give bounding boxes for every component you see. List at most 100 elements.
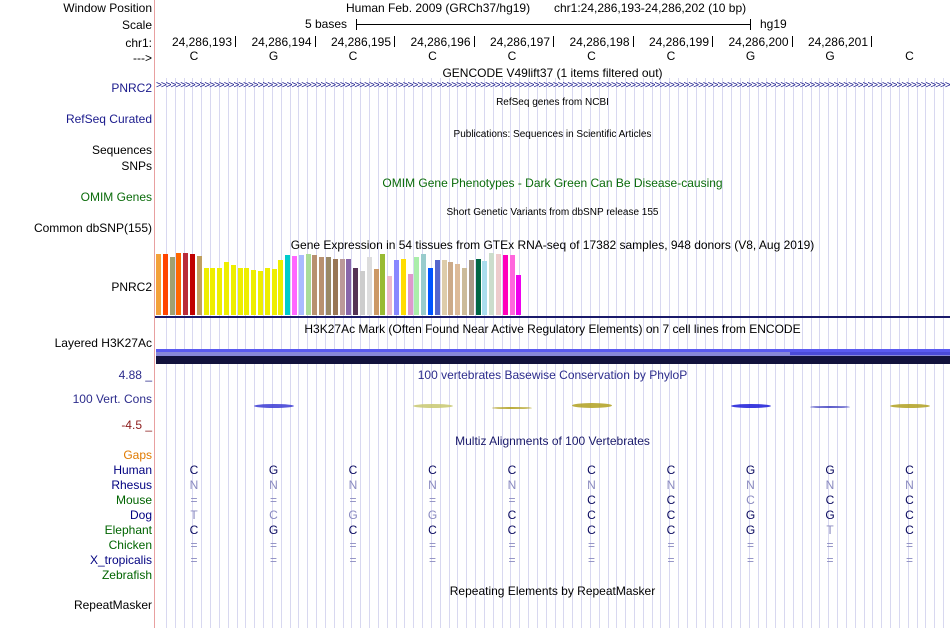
- gtex-gene-label[interactable]: PNRC2: [111, 280, 152, 294]
- gtex-tissue-bar[interactable]: [183, 253, 189, 315]
- gtex-track-title[interactable]: Gene Expression in 54 tissues from GTEx …: [290, 238, 815, 252]
- omim-track-title[interactable]: OMIM Gene Phenotypes - Dark Green Can Be…: [382, 176, 723, 190]
- gtex-tissue-bar[interactable]: [394, 260, 399, 315]
- gtex-tissue-bar[interactable]: [203, 268, 209, 315]
- gtex-tissue-bar[interactable]: [516, 275, 522, 315]
- refseq-track-title[interactable]: RefSeq genes from NCBI: [496, 97, 609, 108]
- gtex-tissue-bar[interactable]: [482, 261, 488, 315]
- gtex-tissue-bar[interactable]: [496, 254, 501, 315]
- species-label[interactable]: X_tropicalis: [89, 553, 152, 567]
- species-label[interactable]: Human: [113, 463, 152, 477]
- multiz-track-title[interactable]: Multiz Alignments of 100 Vertebrates: [455, 434, 650, 448]
- gtex-tissue-bar[interactable]: [448, 262, 454, 315]
- gtex-tissue-bar[interactable]: [407, 274, 413, 315]
- gtex-tissue-bar[interactable]: [210, 268, 216, 315]
- gtex-tissue-bar[interactable]: [217, 268, 223, 315]
- gtex-tissue-bar[interactable]: [278, 260, 284, 315]
- gtex-tissue-bar[interactable]: [312, 255, 318, 315]
- gtex-tissue-bar[interactable]: [400, 259, 406, 315]
- gtex-tissue-bar[interactable]: [346, 259, 352, 315]
- species-base: C: [428, 523, 437, 537]
- gtex-tissue-bar[interactable]: [502, 255, 508, 315]
- h3k27ac-layer-1: [156, 349, 950, 352]
- species-base: N: [587, 478, 596, 492]
- gencode-track-title[interactable]: GENCODE V49lift37 (1 items filtered out): [442, 66, 663, 80]
- publications-track-title[interactable]: Publications: Sequences in Scientific Ar…: [453, 129, 652, 140]
- gtex-tissue-bar[interactable]: [230, 265, 236, 315]
- gtex-tissue-bar[interactable]: [462, 268, 467, 315]
- sequences-label[interactable]: Sequences: [91, 143, 152, 157]
- gtex-tissue-bar[interactable]: [196, 256, 202, 315]
- gtex-tissue-bar[interactable]: [468, 260, 474, 315]
- gtex-tissue-bar[interactable]: [434, 260, 440, 315]
- cons-label[interactable]: 100 Vert. Cons: [72, 392, 152, 406]
- gtex-tissue-bar[interactable]: [339, 259, 345, 315]
- gtex-tissue-bar[interactable]: [441, 260, 447, 315]
- gtex-tissue-bar[interactable]: [271, 269, 277, 315]
- species-base: C: [507, 463, 517, 477]
- gtex-tissue-bar[interactable]: [387, 276, 393, 315]
- gtex-tissue-bar[interactable]: [475, 259, 481, 315]
- gtex-tissue-bar[interactable]: [156, 254, 161, 315]
- h3k27ac-layer-2: [156, 352, 950, 356]
- gtex-tissue-bar[interactable]: [455, 264, 461, 315]
- phylop-base-logo: [253, 404, 294, 408]
- gtex-tissue-bar[interactable]: [292, 256, 297, 315]
- snps-label[interactable]: SNPs: [121, 159, 152, 173]
- gtex-tissue-bar[interactable]: [319, 257, 325, 315]
- gtex-tissue-bar[interactable]: [305, 254, 311, 315]
- scale-bar-left-end: [356, 19, 357, 30]
- species-base: C: [666, 463, 676, 477]
- gtex-tissue-bar[interactable]: [373, 269, 379, 315]
- species-base: =: [746, 538, 754, 552]
- phylop-base-logo: [412, 404, 453, 408]
- h3k27ac-label[interactable]: Layered H3K27Ac: [54, 336, 152, 350]
- gtex-tissue-bar[interactable]: [326, 257, 331, 315]
- reference-base: G: [745, 49, 756, 63]
- species-label[interactable]: Rhesus: [111, 478, 152, 492]
- species-base: =: [667, 553, 675, 567]
- repeatmasker-track-title[interactable]: Repeating Elements by RepeatMasker: [449, 584, 656, 598]
- gtex-tissue-bar[interactable]: [414, 257, 420, 315]
- ruler-tick: [473, 36, 475, 47]
- refseq-label[interactable]: RefSeq Curated: [65, 112, 152, 126]
- dbsnp-label[interactable]: Common dbSNP(155): [33, 221, 152, 235]
- omim-label[interactable]: OMIM Genes: [80, 190, 152, 204]
- gtex-tissue-bar[interactable]: [237, 268, 243, 315]
- gtex-tissue-bar[interactable]: [509, 255, 515, 315]
- gtex-tissue-bar[interactable]: [285, 255, 291, 315]
- species-label[interactable]: Dog: [129, 508, 152, 522]
- db-name: hg19: [760, 17, 787, 31]
- h3k27ac-track-title[interactable]: H3K27Ac Mark (Often Found Near Active Re…: [304, 322, 801, 336]
- gtex-tissue-bar[interactable]: [428, 268, 433, 315]
- gtex-tissue-bar[interactable]: [251, 270, 257, 315]
- gencode-gene-label[interactable]: PNRC2: [111, 81, 152, 95]
- species-label[interactable]: Mouse: [115, 493, 152, 507]
- species-base: C: [189, 523, 199, 537]
- gtex-tissue-bar[interactable]: [332, 259, 338, 315]
- window-coordinates[interactable]: chr1:24,286,193-24,286,202 (10 bp): [554, 1, 747, 15]
- gtex-tissue-bar[interactable]: [264, 268, 270, 315]
- gtex-tissue-bar[interactable]: [244, 268, 250, 315]
- gtex-tissue-bar[interactable]: [190, 254, 195, 315]
- gtex-tissue-bar[interactable]: [489, 253, 495, 315]
- gtex-tissue-bar[interactable]: [169, 257, 175, 315]
- gtex-tissue-bar[interactable]: [380, 254, 386, 315]
- gtex-tissue-bar[interactable]: [258, 271, 263, 315]
- gencode-gene-feature[interactable]: >>>>>>>>>>>>>>>>>>>>>>>>>>>>>>>>>>>>>>>>…: [156, 80, 950, 91]
- gtex-tissue-bar[interactable]: [421, 254, 427, 315]
- species-label[interactable]: Elephant: [104, 523, 152, 537]
- gtex-tissue-bar[interactable]: [224, 262, 229, 315]
- gtex-tissue-bar[interactable]: [366, 257, 372, 315]
- gtex-tissue-bar[interactable]: [176, 253, 182, 315]
- species-label[interactable]: Chicken: [108, 538, 152, 552]
- gtex-tissue-bar[interactable]: [353, 268, 359, 315]
- gtex-tissue-bar[interactable]: [162, 254, 168, 315]
- gtex-tissue-bar[interactable]: [360, 271, 365, 315]
- gtex-tissue-bar[interactable]: [298, 255, 304, 315]
- repeatmasker-label[interactable]: RepeatMasker: [73, 598, 152, 612]
- phylop-track-title[interactable]: 100 vertebrates Basewise Conservation by…: [417, 368, 688, 382]
- dbsnp-track-title[interactable]: Short Genetic Variants from dbSNP releas…: [446, 207, 659, 218]
- species-label[interactable]: Zebrafish: [101, 568, 152, 582]
